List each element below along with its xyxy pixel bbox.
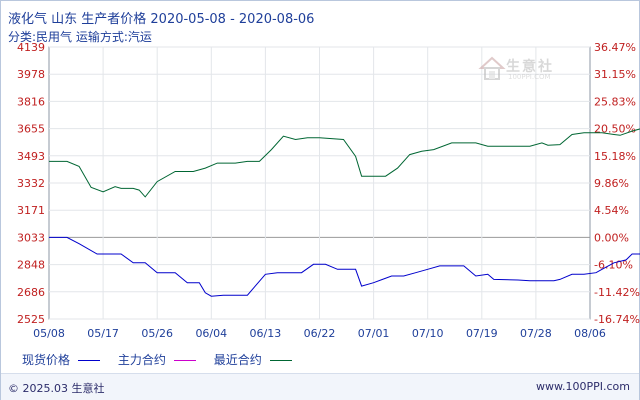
- y-tick-label-left: 3655: [17, 123, 45, 136]
- series-line-1: [49, 128, 640, 198]
- x-tick-label: 06/22: [304, 327, 336, 340]
- y-tick-label-right: -6.10%: [594, 259, 633, 272]
- y-axis-left-labels: 4139 3978 3816 3655 3493 3332 3171 3033 2848 2686…: [17, 41, 45, 326]
- x-tick-label: 07/28: [520, 327, 552, 340]
- y-tick-label-left: 3033: [17, 231, 45, 244]
- y-tick-label-left: 2848: [17, 259, 45, 272]
- x-tick-label: 07/01: [358, 327, 390, 340]
- y-tick-label-left: 3816: [17, 95, 45, 108]
- x-axis-labels: 05/08 05/17 05/26 06/04 06/13 06/22 07/01 07/10…: [33, 327, 606, 340]
- legend-swatch-main-contract: [173, 360, 196, 361]
- x-tick-label: 05/08: [33, 327, 65, 340]
- x-tick-label: 08/06: [574, 327, 606, 340]
- legend-swatch-spot: [78, 360, 101, 361]
- house-logo-icon: [478, 56, 506, 80]
- legend-item-nearest-contract: 最近合约: [214, 351, 292, 368]
- site-link[interactable]: www.100PPI.com: [536, 380, 630, 393]
- copyright-text: © 2025.03 生意社: [8, 382, 105, 395]
- x-tick-label: 05/26: [141, 327, 173, 340]
- series-lines: [49, 128, 640, 297]
- y-tick-label-left: 2525: [17, 313, 45, 326]
- legend-item-spot: 现货价格: [22, 351, 101, 368]
- y-tick-label-right: -11.42%: [594, 286, 640, 299]
- y-tick-label-left: 3171: [17, 204, 45, 217]
- y-tick-label-right: 36.47%: [594, 41, 636, 54]
- y-tick-label-right: 4.54%: [594, 204, 629, 217]
- legend-swatch-nearest-contract: [269, 360, 292, 361]
- x-tick-label: 07/10: [412, 327, 444, 340]
- x-tick-label: 07/19: [466, 327, 498, 340]
- y-tick-label-right: 20.50%: [594, 123, 636, 136]
- y-tick-label-right: 0.00%: [594, 231, 629, 244]
- chart-title: 液化气 山东 生产者价格 2020-05-08 - 2020-08-06: [8, 12, 315, 27]
- y-tick-label-right: 31.15%: [594, 68, 636, 81]
- legend: 现货价格 主力合约 最近合约: [22, 351, 306, 368]
- x-tick-label: 06/04: [195, 327, 227, 340]
- y-tick-label-left: 4139: [17, 41, 45, 54]
- footer-bar: [1, 373, 639, 400]
- y-tick-label-left: 2686: [17, 286, 45, 299]
- y-tick-label-right: 25.83%: [594, 95, 636, 108]
- legend-item-main-contract: 主力合约: [118, 351, 196, 368]
- x-tick-label: 05/17: [87, 327, 119, 340]
- watermark-logo: 生意社 100PPI.COM: [478, 54, 568, 84]
- y-tick-label-right: -16.74%: [594, 313, 640, 326]
- chart-subtitle: 分类:民用气 运输方式:汽运: [8, 30, 152, 44]
- y-tick-label-right: 15.18%: [594, 150, 636, 163]
- y-tick-label-right: 9.86%: [594, 177, 629, 190]
- y-tick-label-left: 3332: [17, 177, 45, 190]
- y-axis-right-labels: 36.47% 31.15% 25.83% 20.50% 15.18% 9.86% 4.54%…: [594, 41, 640, 326]
- y-tick-label-left: 3978: [17, 68, 45, 81]
- x-tick-label: 06/13: [250, 327, 282, 340]
- series-line-0: [49, 236, 640, 297]
- watermark-text: 生意社: [506, 59, 554, 75]
- watermark-subtext: 100PPI.COM: [508, 73, 551, 81]
- y-tick-label-left: 3493: [17, 150, 45, 163]
